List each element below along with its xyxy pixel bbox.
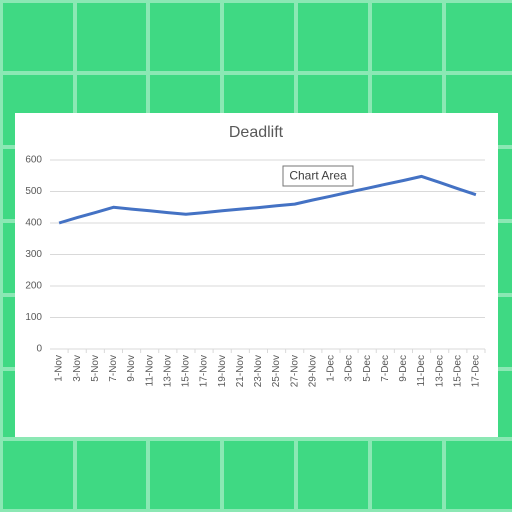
x-tick-label: 27-Nov xyxy=(289,355,300,387)
x-tick-label: 19-Nov xyxy=(217,355,228,387)
x-tick-label: 29-Nov xyxy=(307,355,318,387)
tooltip-box xyxy=(282,165,354,187)
x-tick-label: 13-Dec xyxy=(434,355,445,387)
x-tick-label: 13-Nov xyxy=(162,355,173,387)
x-tick-label: 11-Dec xyxy=(416,355,427,387)
x-tick-label: 15-Dec xyxy=(452,355,463,387)
tooltip: Chart Area xyxy=(289,169,347,183)
x-tick-label: 17-Nov xyxy=(199,355,210,387)
x-tick-label: 21-Nov xyxy=(235,355,246,387)
x-tick-label: 5-Nov xyxy=(90,355,101,382)
x-tick-label: 7-Nov xyxy=(108,355,119,382)
y-tick-label: 0 xyxy=(36,344,42,355)
x-tick-label: 3-Nov xyxy=(72,355,83,382)
x-tick-label: 17-Dec xyxy=(471,355,482,387)
y-tick-label: 300 xyxy=(25,249,42,260)
x-tick-label: 1-Nov xyxy=(54,355,65,382)
x-tick-label: 1-Dec xyxy=(326,355,337,382)
line-series xyxy=(58,174,477,225)
x-tick-label: 15-Nov xyxy=(181,355,192,387)
y-tick-label: 200 xyxy=(25,281,42,292)
x-tick-label: 11-Nov xyxy=(144,355,155,387)
x-tick-label: 9-Nov xyxy=(126,355,137,382)
x-tick-label: 5-Dec xyxy=(362,355,373,382)
y-tick-label: 400 xyxy=(25,218,42,229)
x-tick-label: 9-Dec xyxy=(398,355,409,382)
x-tick-label: 7-Dec xyxy=(380,355,391,382)
y-tick-label: 600 xyxy=(25,155,42,166)
y-tick-label: 100 xyxy=(25,312,42,323)
x-tick-label: 25-Nov xyxy=(271,355,282,387)
y-tick-label: 500 xyxy=(25,186,42,197)
x-tick-label: 3-Dec xyxy=(344,355,355,382)
x-tick-label: 23-Nov xyxy=(253,355,264,387)
plot: 0 100 200 300 400 500 600 1-Nov 3-Nov 5-Nov 7-Nov 9… xyxy=(25,155,486,387)
chart-area[interactable] xyxy=(15,113,498,437)
chart-title: Deadlift xyxy=(229,124,284,141)
